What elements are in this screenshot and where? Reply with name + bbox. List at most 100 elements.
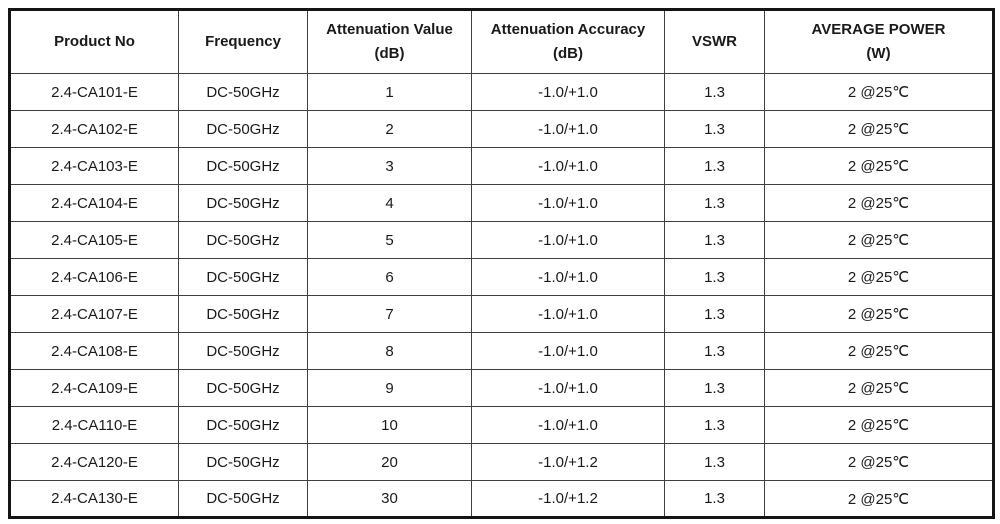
cell-attenuation-accuracy: -1.0/+1.0 bbox=[471, 73, 665, 111]
cell-frequency: DC-50GHz bbox=[178, 369, 308, 407]
cell-attenuation-accuracy: -1.0/+1.0 bbox=[471, 221, 665, 259]
cell-attenuation-value: 1 bbox=[307, 73, 472, 111]
cell-frequency: DC-50GHz bbox=[178, 147, 308, 185]
cell-product-no: 2.4-CA120-E bbox=[9, 443, 179, 481]
column-header-average-power: AVERAGE POWER (W) bbox=[764, 9, 994, 74]
cell-average-power: 2 @25℃ bbox=[764, 73, 994, 111]
cell-average-power: 2 @25℃ bbox=[764, 332, 994, 370]
cell-attenuation-accuracy: -1.0/+1.0 bbox=[471, 406, 665, 444]
cell-attenuation-accuracy: -1.0/+1.0 bbox=[471, 332, 665, 370]
column-header-vswr: VSWR bbox=[664, 9, 765, 74]
cell-attenuation-accuracy: -1.0/+1.0 bbox=[471, 147, 665, 185]
cell-attenuation-accuracy: -1.0/+1.0 bbox=[471, 258, 665, 296]
cell-frequency: DC-50GHz bbox=[178, 443, 308, 481]
cell-vswr: 1.3 bbox=[664, 332, 765, 370]
table-row: 2.4-CA110-E DC-50GHz 10 -1.0/+1.0 1.3 2 @25℃ bbox=[9, 406, 994, 444]
cell-average-power: 2 @25℃ bbox=[764, 443, 994, 481]
cell-vswr: 1.3 bbox=[664, 221, 765, 259]
cell-product-no: 2.4-CA105-E bbox=[9, 221, 179, 259]
column-header-label: Product No bbox=[54, 33, 135, 50]
cell-attenuation-value: 8 bbox=[307, 332, 472, 370]
column-header-product-no: Product No bbox=[9, 9, 179, 74]
cell-vswr: 1.3 bbox=[664, 406, 765, 444]
cell-product-no: 2.4-CA107-E bbox=[9, 295, 179, 333]
cell-frequency: DC-50GHz bbox=[178, 73, 308, 111]
cell-vswr: 1.3 bbox=[664, 480, 765, 518]
cell-attenuation-accuracy: -1.0/+1.2 bbox=[471, 480, 665, 518]
table-row: 2.4-CA103-E DC-50GHz 3 -1.0/+1.0 1.3 2 @25℃ bbox=[9, 147, 994, 185]
table-row: 2.4-CA106-E DC-50GHz 6 -1.0/+1.0 1.3 2 @25℃ bbox=[9, 258, 994, 296]
cell-frequency: DC-50GHz bbox=[178, 480, 308, 518]
column-header-attenuation-value: Attenuation Value (dB) bbox=[307, 9, 472, 74]
cell-attenuation-value: 6 bbox=[307, 258, 472, 296]
cell-product-no: 2.4-CA102-E bbox=[9, 110, 179, 148]
cell-vswr: 1.3 bbox=[664, 369, 765, 407]
cell-frequency: DC-50GHz bbox=[178, 332, 308, 370]
column-header-label: Attenuation Accuracy bbox=[490, 21, 646, 38]
cell-product-no: 2.4-CA108-E bbox=[9, 332, 179, 370]
cell-attenuation-accuracy: -1.0/+1.2 bbox=[471, 443, 665, 481]
cell-attenuation-accuracy: -1.0/+1.0 bbox=[471, 184, 665, 222]
cell-vswr: 1.3 bbox=[664, 110, 765, 148]
cell-attenuation-value: 7 bbox=[307, 295, 472, 333]
cell-vswr: 1.3 bbox=[664, 73, 765, 111]
column-header-label: AVERAGE POWER bbox=[811, 21, 946, 38]
cell-attenuation-accuracy: -1.0/+1.0 bbox=[471, 369, 665, 407]
table-row: 2.4-CA101-E DC-50GHz 1 -1.0/+1.0 1.3 2 @25℃ bbox=[9, 73, 994, 111]
table-row: 2.4-CA104-E DC-50GHz 4 -1.0/+1.0 1.3 2 @25℃ bbox=[9, 184, 994, 222]
cell-average-power: 2 @25℃ bbox=[764, 369, 994, 407]
column-header-unit: (dB) bbox=[374, 45, 405, 62]
table-row: 2.4-CA109-E DC-50GHz 9 -1.0/+1.0 1.3 2 @25℃ bbox=[9, 369, 994, 407]
cell-attenuation-value: 5 bbox=[307, 221, 472, 259]
cell-average-power: 2 @25℃ bbox=[764, 147, 994, 185]
cell-frequency: DC-50GHz bbox=[178, 110, 308, 148]
cell-average-power: 2 @25℃ bbox=[764, 295, 994, 333]
cell-average-power: 2 @25℃ bbox=[764, 406, 994, 444]
cell-product-no: 2.4-CA109-E bbox=[9, 369, 179, 407]
cell-average-power: 2 @25℃ bbox=[764, 184, 994, 222]
column-header-frequency: Frequency bbox=[178, 9, 308, 74]
cell-product-no: 2.4-CA101-E bbox=[9, 73, 179, 111]
cell-frequency: DC-50GHz bbox=[178, 221, 308, 259]
cell-vswr: 1.3 bbox=[664, 295, 765, 333]
cell-product-no: 2.4-CA106-E bbox=[9, 258, 179, 296]
cell-vswr: 1.3 bbox=[664, 184, 765, 222]
column-header-attenuation-accuracy: Attenuation Accuracy (dB) bbox=[471, 9, 665, 74]
table-row: 2.4-CA107-E DC-50GHz 7 -1.0/+1.0 1.3 2 @25℃ bbox=[9, 295, 994, 333]
cell-attenuation-value: 2 bbox=[307, 110, 472, 148]
cell-attenuation-value: 3 bbox=[307, 147, 472, 185]
attenuator-spec-table: Product No Frequency Attenuation Value (dB)… bbox=[8, 8, 995, 519]
cell-attenuation-value: 9 bbox=[307, 369, 472, 407]
column-header-unit: (dB) bbox=[553, 45, 583, 62]
column-header-label: VSWR bbox=[692, 33, 737, 50]
cell-attenuation-value: 20 bbox=[307, 443, 472, 481]
cell-product-no: 2.4-CA110-E bbox=[9, 406, 179, 444]
column-header-unit: (W) bbox=[866, 45, 891, 62]
column-header-label: Attenuation Value bbox=[326, 21, 453, 38]
cell-average-power: 2 @25℃ bbox=[764, 480, 994, 518]
table-row: 2.4-CA130-E DC-50GHz 30 -1.0/+1.2 1.3 2 @25℃ bbox=[9, 480, 994, 518]
cell-attenuation-accuracy: -1.0/+1.0 bbox=[471, 295, 665, 333]
cell-average-power: 2 @25℃ bbox=[764, 221, 994, 259]
cell-product-no: 2.4-CA104-E bbox=[9, 184, 179, 222]
cell-vswr: 1.3 bbox=[664, 147, 765, 185]
cell-attenuation-value: 4 bbox=[307, 184, 472, 222]
table-row: 2.4-CA108-E DC-50GHz 8 -1.0/+1.0 1.3 2 @25℃ bbox=[9, 332, 994, 370]
cell-product-no: 2.4-CA130-E bbox=[9, 480, 179, 518]
cell-attenuation-accuracy: -1.0/+1.0 bbox=[471, 110, 665, 148]
table-row: 2.4-CA102-E DC-50GHz 2 -1.0/+1.0 1.3 2 @25℃ bbox=[9, 110, 994, 148]
cell-vswr: 1.3 bbox=[664, 258, 765, 296]
cell-average-power: 2 @25℃ bbox=[764, 110, 994, 148]
cell-frequency: DC-50GHz bbox=[178, 258, 308, 296]
table-header-row: Product No Frequency Attenuation Value (dB)… bbox=[9, 9, 994, 74]
table-row: 2.4-CA105-E DC-50GHz 5 -1.0/+1.0 1.3 2 @25℃ bbox=[9, 221, 994, 259]
table-row: 2.4-CA120-E DC-50GHz 20 -1.0/+1.2 1.3 2 @25℃ bbox=[9, 443, 994, 481]
column-header-label: Frequency bbox=[205, 33, 281, 50]
cell-attenuation-value: 10 bbox=[307, 406, 472, 444]
cell-frequency: DC-50GHz bbox=[178, 295, 308, 333]
cell-average-power: 2 @25℃ bbox=[764, 258, 994, 296]
cell-attenuation-value: 30 bbox=[307, 480, 472, 518]
cell-frequency: DC-50GHz bbox=[178, 406, 308, 444]
cell-vswr: 1.3 bbox=[664, 443, 765, 481]
